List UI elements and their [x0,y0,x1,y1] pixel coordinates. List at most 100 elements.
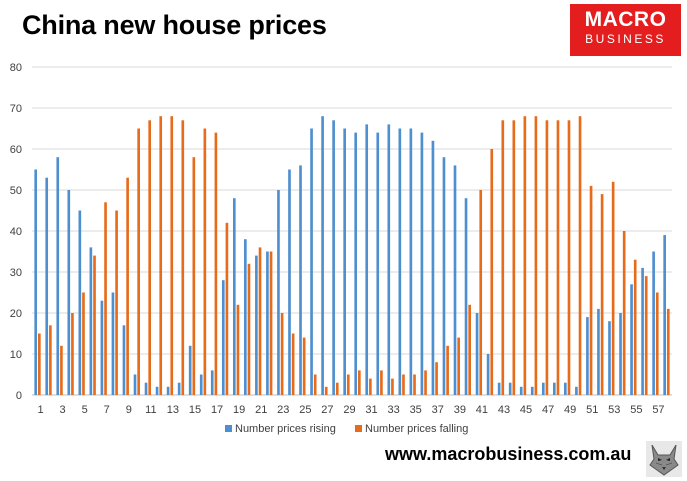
bar-rising [597,308,600,395]
x-tick-label: 47 [542,404,554,416]
bar-rising [177,382,181,395]
bar-falling [479,190,483,395]
bar-rising [619,313,622,395]
bar-rising [45,177,49,395]
legend: Number prices rising Number prices falli… [225,423,468,435]
bar-falling [247,263,251,395]
bar-falling [335,382,339,395]
bar-rising [376,132,380,395]
y-tick-label: 60 [10,144,22,156]
x-tick-label: 55 [630,404,642,416]
website-url: www.macrobusiness.com.au [385,444,632,464]
bar-falling [280,313,284,395]
bar-rising [354,132,358,395]
bar-rising [464,198,468,395]
bar-rising [663,235,666,395]
bar-rising [398,128,402,395]
x-axis-tick-labels: 1 3 5 7 9 11 13 15 17 19 21 23 25 27 29 31 33 35 37 39 41 43 4… [37,404,664,416]
bar-falling [666,308,670,395]
bar-rising [133,374,137,395]
bar-rising [255,255,258,395]
bar-rising [321,116,324,395]
bar-falling [214,132,218,395]
bar-falling [236,304,240,395]
x-tick-label: 21 [255,404,267,416]
x-tick-label: 31 [365,404,377,416]
x-tick-label: 13 [167,404,179,416]
y-tick-label: 10 [10,349,22,361]
bar-rising [210,370,214,395]
y-tick-label: 0 [16,390,22,402]
bar-rising [343,128,346,395]
x-tick-label: 3 [60,404,66,416]
bar-falling [600,194,604,395]
x-tick-label: 43 [498,404,510,416]
y-tick-label: 50 [10,185,22,197]
bar-falling [567,120,571,396]
x-tick-label: 9 [126,404,132,416]
bar-rising [497,382,501,395]
bar-falling [82,292,85,395]
bar-falling [402,374,405,395]
bar-rising [431,140,435,395]
bar-rising [310,128,313,395]
bar-falling [556,120,560,396]
bar-falling [49,325,52,395]
bar-falling [291,333,295,395]
x-tick-label: 23 [277,404,289,416]
bar-falling [258,247,262,395]
bar-falling [633,259,637,395]
bar-falling [324,386,328,395]
chart-title: China new house prices [22,10,327,40]
macrobusiness-logo: MACRO BUSINESS [570,4,681,56]
bar-falling [369,378,372,395]
logo-line-1: MACRO [584,8,667,31]
bar-falling [501,120,505,396]
bar-falling [512,120,516,396]
x-tick-label: 53 [608,404,620,416]
bar-falling [468,304,472,395]
bar-rising [166,386,170,395]
x-tick-label: 51 [586,404,598,416]
bar-falling [446,345,449,395]
wolf-icon [646,441,682,477]
logo-line-2: BUSINESS [585,32,666,46]
bar-falling [302,337,306,395]
x-tick-label: 41 [476,404,488,416]
bar-rising [530,386,534,395]
legend-label-falling: Number prices falling [365,423,468,435]
bar-rising [608,321,611,395]
y-tick-label: 80 [10,62,22,74]
y-tick-label: 70 [10,103,22,115]
bar-rising [564,382,567,395]
bar-rising [221,280,225,395]
bar-falling [170,116,174,395]
legend-swatch-rising [225,425,232,432]
bar-rising [199,374,203,395]
x-tick-label: 19 [233,404,245,416]
bar-falling [137,128,140,395]
bar-falling [435,362,438,395]
bar-falling [655,292,659,395]
bar-rising [89,247,93,395]
bar-rising [232,198,236,395]
bar-rising [475,313,479,395]
bar-rising [453,165,457,395]
x-tick-label: 39 [454,404,466,416]
bar-falling [622,231,626,395]
bar-falling [38,333,41,395]
y-tick-label: 40 [10,226,22,238]
bar-falling [126,177,129,395]
bar-falling [358,370,361,395]
x-tick-label: 57 [652,404,664,416]
x-tick-label: 35 [410,404,422,416]
legend-swatch-falling [355,425,362,432]
x-tick-label: 29 [343,404,355,416]
bar-rising [508,382,512,395]
bar-falling [578,116,582,395]
x-tick-label: 37 [432,404,444,416]
bar-rising [100,300,104,395]
bar-falling [457,337,460,395]
bar-falling [589,185,593,395]
